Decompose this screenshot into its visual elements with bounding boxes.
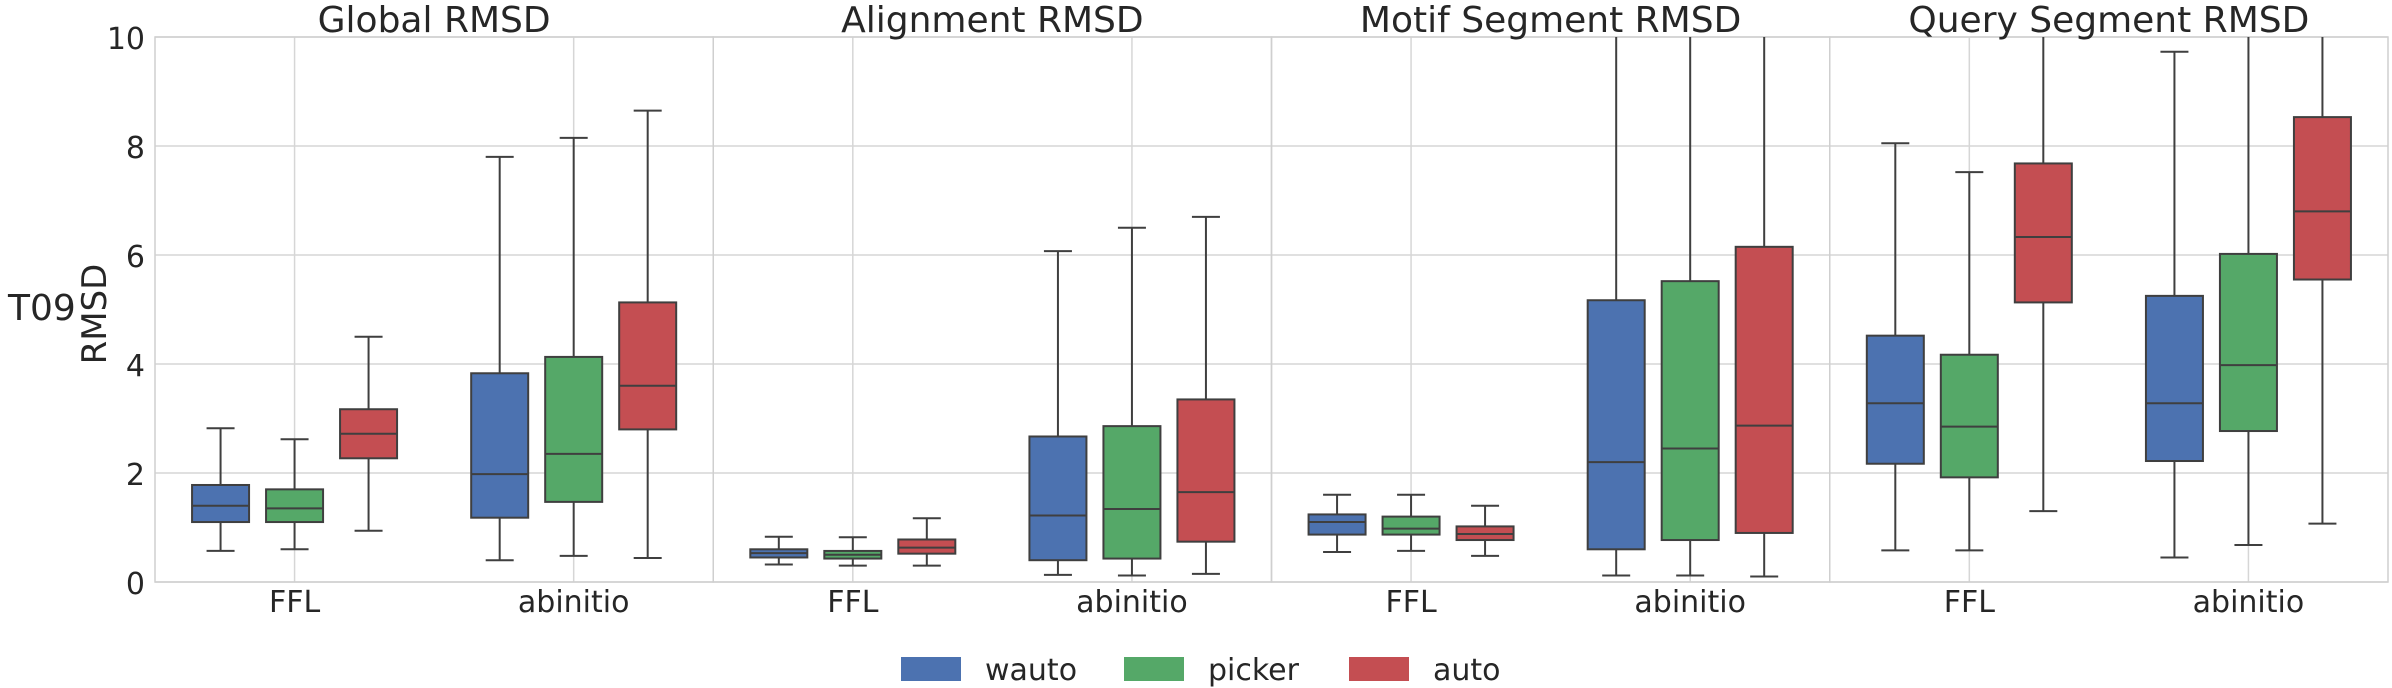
box-body xyxy=(1660,280,1720,542)
panel-frame xyxy=(1829,36,2389,583)
legend-label: wauto xyxy=(985,653,1077,688)
x-tick-label: FFL xyxy=(1385,585,1437,620)
box-wauto xyxy=(1586,37,1646,577)
box-body xyxy=(1102,425,1162,560)
panel-title: Global RMSD xyxy=(318,0,551,41)
legend-item-picker: picker xyxy=(1124,653,1300,688)
box-body xyxy=(191,483,251,524)
panel: Alignment RMSD FFL abinitio xyxy=(712,0,1273,620)
x-tick-label: abinitio xyxy=(1076,585,1188,620)
box-auto xyxy=(1734,37,1794,578)
y-axis-ticks: 0 2 4 6 8 10 xyxy=(107,22,145,602)
legend-label: picker xyxy=(1208,653,1300,688)
box-body xyxy=(1734,245,1794,534)
box-auto xyxy=(1176,215,1236,575)
panel: Motif Segment RMSD FFL abinitio xyxy=(1270,0,1831,620)
box-wauto xyxy=(1028,250,1088,576)
box-auto xyxy=(339,335,399,532)
x-tick-label: abinitio xyxy=(1634,585,1746,620)
box-body xyxy=(1586,299,1646,551)
box-wauto xyxy=(1865,142,1925,552)
y-axis-label: RMSD xyxy=(75,264,115,365)
box-body xyxy=(897,538,957,555)
panel-title: Alignment RMSD xyxy=(841,0,1144,41)
x-tick-label: FFL xyxy=(269,585,321,620)
legend-item-auto: auto xyxy=(1349,653,1501,688)
panel-title: Query Segment RMSD xyxy=(1908,0,2309,41)
legend-swatch xyxy=(1124,657,1184,681)
box-body xyxy=(2013,162,2073,304)
panel-title: Motif Segment RMSD xyxy=(1360,0,1741,41)
x-tick-label: FFL xyxy=(827,585,879,620)
box-picker xyxy=(1939,171,1999,552)
box-wauto xyxy=(191,427,251,552)
legend-swatch xyxy=(901,657,961,681)
y-tick-label: 10 xyxy=(107,22,145,57)
box-picker xyxy=(1102,226,1162,577)
y-tick-label: 0 xyxy=(126,567,145,602)
legend: wauto picker auto xyxy=(901,653,1501,688)
x-tick-label: FFL xyxy=(1944,585,1996,620)
row-label: T09 xyxy=(7,288,76,329)
box-body xyxy=(544,355,604,503)
box-picker xyxy=(2218,37,2278,546)
box-wauto xyxy=(1307,493,1367,554)
panels: Global RMSD FFL abinitio Alignment RMSD FFL a… xyxy=(154,0,2389,620)
box-picker xyxy=(823,536,883,567)
box-picker xyxy=(1381,493,1441,552)
box-wauto xyxy=(749,535,809,566)
panel: Query Segment RMSD FFL abinitio xyxy=(1829,0,2389,620)
box-wauto xyxy=(2144,50,2204,559)
box-body xyxy=(2144,294,2204,463)
box-body xyxy=(618,301,678,431)
y-tick-label: 2 xyxy=(126,458,145,493)
x-tick-label: abinitio xyxy=(518,585,630,620)
box-body xyxy=(470,372,530,519)
box-body xyxy=(1939,353,1999,479)
box-body xyxy=(1028,435,1088,562)
box-body xyxy=(1176,398,1236,543)
box-body xyxy=(1865,334,1925,465)
legend-item-wauto: wauto xyxy=(901,653,1077,688)
box-wauto xyxy=(470,155,530,562)
box-auto xyxy=(1455,504,1515,557)
box-body xyxy=(2292,116,2352,281)
panel: Global RMSD FFL abinitio xyxy=(154,0,714,620)
legend-label: auto xyxy=(1433,653,1501,688)
box-picker xyxy=(265,438,325,551)
box-body xyxy=(1381,515,1441,536)
x-tick-label: abinitio xyxy=(2193,585,2305,620)
legend-swatch xyxy=(1349,657,1409,681)
box-auto xyxy=(2013,37,2073,513)
box-picker xyxy=(1660,37,1720,577)
box-body xyxy=(2218,252,2278,433)
box-auto xyxy=(2292,37,2352,525)
box-body xyxy=(1307,513,1367,536)
box-body xyxy=(265,488,325,524)
box-picker xyxy=(544,136,604,557)
box-auto xyxy=(897,517,957,567)
y-tick-label: 6 xyxy=(126,240,145,275)
y-tick-label: 4 xyxy=(126,349,145,384)
box-auto xyxy=(618,109,678,560)
y-tick-label: 8 xyxy=(126,131,145,166)
